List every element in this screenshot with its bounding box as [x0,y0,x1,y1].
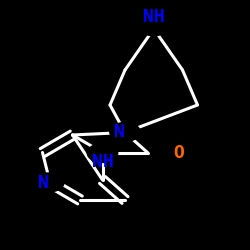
Ellipse shape [158,144,189,163]
Ellipse shape [138,17,169,36]
Ellipse shape [87,144,118,163]
Text: NH: NH [143,8,165,26]
Text: NH: NH [92,153,114,171]
Text: N: N [38,174,49,192]
Text: N: N [114,123,125,141]
Ellipse shape [34,173,64,192]
Ellipse shape [110,122,140,142]
Text: O: O [174,144,184,162]
